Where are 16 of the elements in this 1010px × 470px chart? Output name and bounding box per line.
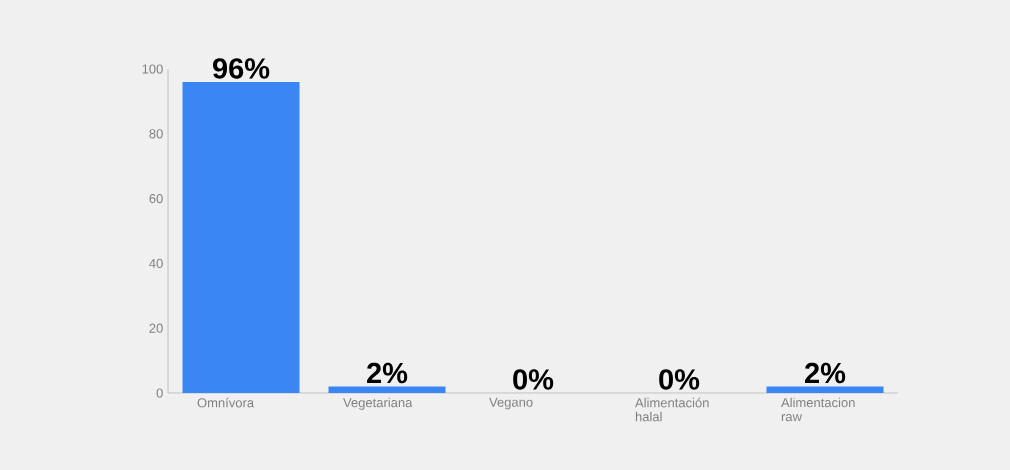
data-label: 96%	[212, 58, 270, 79]
y-tick-label: 80	[149, 129, 163, 139]
y-tick-label: 40	[149, 258, 163, 268]
x-tick-label: Alimentacion raw	[781, 397, 855, 422]
y-tick-label: 20	[149, 323, 163, 333]
y-tick-label: 60	[149, 193, 163, 204]
data-label: 0%	[513, 369, 554, 390]
y-tick-label: 0	[156, 388, 163, 398]
x-tick-label: Vegano	[489, 397, 533, 410]
data-label: 0%	[659, 369, 700, 390]
data-label: 2%	[805, 362, 846, 384]
x-tick-label: Omnívora	[197, 397, 255, 408]
y-tick-label: 100	[142, 64, 163, 74]
x-tick-label: Alimentación halal	[635, 397, 709, 422]
x-tick-label: Vegetariana	[343, 397, 413, 410]
data-label: 2%	[367, 362, 408, 384]
